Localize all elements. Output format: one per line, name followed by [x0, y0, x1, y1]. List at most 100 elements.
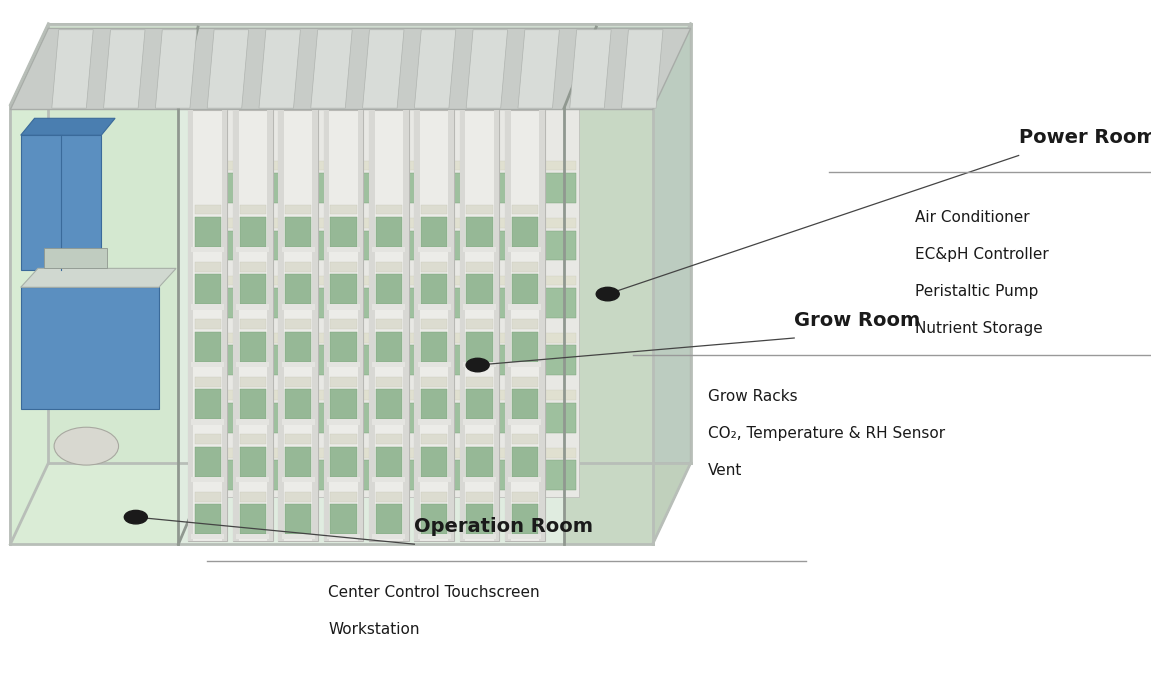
Bar	[188, 110, 193, 541]
Bar	[361, 161, 395, 170]
Bar	[512, 274, 538, 304]
Bar	[226, 448, 259, 458]
Polygon shape	[10, 105, 653, 544]
Bar	[543, 161, 576, 170]
Bar	[239, 377, 266, 387]
Bar	[421, 504, 448, 534]
Bar	[407, 345, 440, 375]
Polygon shape	[494, 79, 534, 497]
Bar	[497, 391, 531, 400]
Circle shape	[124, 510, 147, 524]
Polygon shape	[10, 28, 691, 110]
Bar	[270, 161, 304, 170]
Bar	[327, 477, 360, 482]
Text: Grow Racks: Grow Racks	[708, 389, 798, 404]
Bar	[195, 377, 221, 387]
Bar	[452, 218, 486, 228]
Bar	[512, 447, 538, 477]
Bar	[418, 477, 451, 482]
Bar	[239, 435, 266, 444]
Bar	[452, 288, 486, 318]
Bar	[226, 218, 259, 228]
Bar	[330, 435, 357, 444]
Bar	[414, 110, 420, 541]
Bar	[452, 173, 486, 203]
Bar	[375, 262, 402, 272]
Bar	[270, 391, 304, 400]
Bar	[195, 217, 221, 247]
Bar	[270, 231, 304, 260]
Bar	[421, 262, 448, 272]
Bar	[373, 362, 405, 367]
Bar	[285, 435, 311, 444]
Bar	[282, 362, 314, 367]
Bar	[407, 403, 440, 433]
Polygon shape	[564, 108, 653, 544]
Bar	[236, 304, 269, 310]
Bar	[239, 274, 266, 304]
Text: Center Control Touchscreen: Center Control Touchscreen	[328, 585, 540, 600]
Text: Peristaltic Pump: Peristaltic Pump	[915, 284, 1038, 299]
Text: Nutrient Storage: Nutrient Storage	[915, 321, 1043, 336]
Bar	[407, 288, 440, 318]
Bar	[505, 110, 511, 541]
Bar	[543, 391, 576, 400]
Bar	[330, 377, 357, 387]
Bar	[361, 333, 395, 343]
Bar	[317, 288, 349, 318]
Bar	[236, 477, 269, 482]
Bar	[373, 247, 405, 252]
Polygon shape	[564, 27, 691, 108]
Polygon shape	[368, 110, 409, 541]
Polygon shape	[570, 30, 611, 108]
Bar	[285, 320, 311, 329]
Bar	[239, 389, 266, 419]
Text: Operation Room: Operation Room	[414, 517, 594, 536]
Bar	[226, 460, 259, 490]
Bar	[543, 345, 576, 375]
Bar	[509, 477, 541, 482]
Bar	[375, 504, 402, 534]
Bar	[195, 504, 221, 534]
Polygon shape	[518, 30, 559, 108]
Bar	[497, 288, 531, 318]
Bar	[452, 403, 486, 433]
Text: Air Conditioner: Air Conditioner	[915, 210, 1030, 224]
Bar	[226, 276, 259, 285]
Bar	[330, 504, 357, 534]
Bar	[239, 332, 266, 362]
Bar	[543, 448, 576, 458]
Bar	[270, 448, 304, 458]
Polygon shape	[267, 79, 307, 497]
Bar	[361, 231, 395, 260]
Bar	[327, 362, 360, 367]
Bar	[239, 320, 266, 329]
Bar	[330, 447, 357, 477]
Bar	[226, 345, 259, 375]
Bar	[330, 274, 357, 304]
Polygon shape	[313, 79, 352, 497]
Bar	[407, 218, 440, 228]
Polygon shape	[21, 268, 176, 287]
Bar	[421, 389, 448, 419]
Polygon shape	[414, 110, 455, 541]
Polygon shape	[459, 110, 500, 541]
Text: Vent: Vent	[708, 463, 742, 478]
Bar	[375, 217, 402, 247]
Bar	[543, 288, 576, 318]
Bar	[463, 247, 496, 252]
Bar	[270, 218, 304, 228]
Bar	[466, 377, 493, 387]
Circle shape	[54, 427, 119, 465]
Bar	[463, 477, 496, 482]
Polygon shape	[10, 108, 178, 544]
Bar	[191, 419, 224, 425]
Bar	[285, 205, 311, 214]
Bar	[452, 448, 486, 458]
Bar	[222, 110, 228, 541]
Bar	[317, 391, 349, 400]
Bar	[373, 534, 405, 539]
Bar	[463, 362, 496, 367]
Bar	[195, 320, 221, 329]
Bar	[543, 460, 576, 490]
